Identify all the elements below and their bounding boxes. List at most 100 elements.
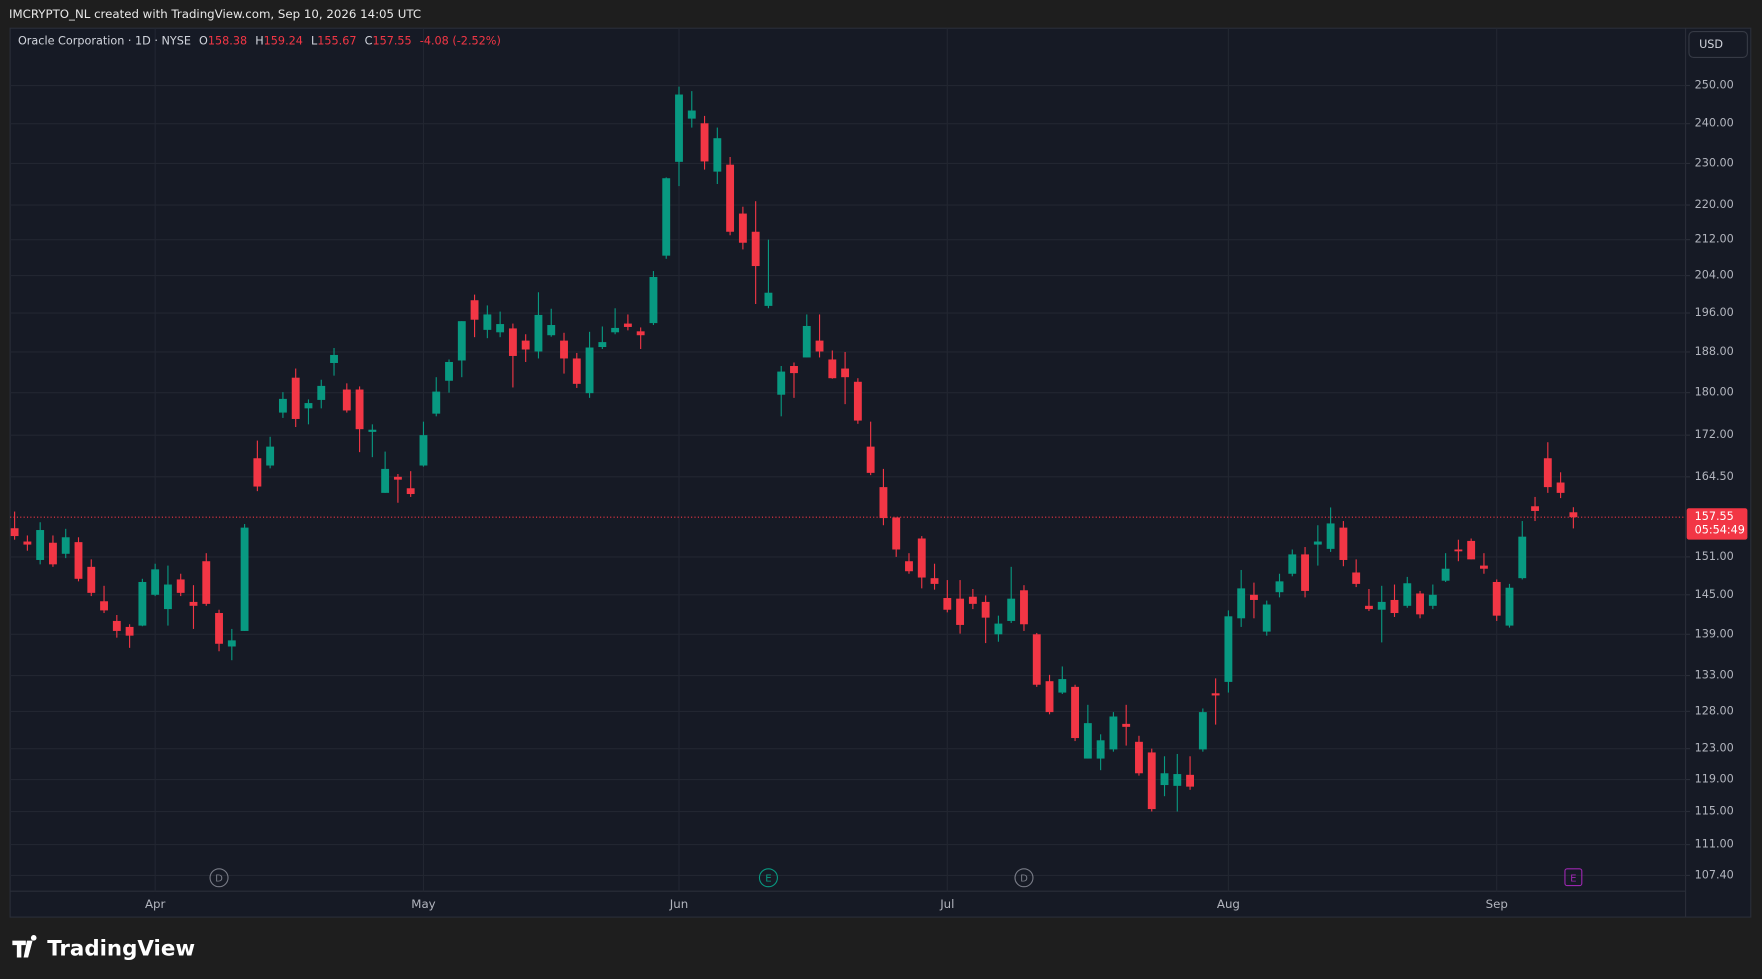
candle-body: [828, 359, 837, 379]
logo: TradingView: [12, 935, 195, 962]
candle-body: [240, 527, 249, 631]
candle-body: [317, 385, 326, 400]
candle-body: [726, 164, 735, 232]
candle-body: [419, 435, 428, 466]
y-tick-label: 164.50: [1695, 470, 1734, 483]
event-badge: [1014, 868, 1034, 888]
candle-body: [981, 601, 990, 618]
x-tick-label: May: [411, 897, 435, 911]
y-tick-label: 204.00: [1695, 269, 1734, 282]
x-tick-label: Jul: [939, 897, 954, 911]
candle-body: [23, 541, 32, 545]
candle-body: [675, 94, 683, 162]
candle-body: [1071, 686, 1080, 739]
candle-body: [751, 231, 760, 267]
candle-body: [1020, 590, 1028, 625]
y-tick-label: 250.00: [1695, 79, 1734, 92]
event-label: D: [215, 873, 223, 884]
y-tick-label: 139.00: [1695, 627, 1734, 640]
candle-body: [1480, 565, 1488, 569]
candle-body: [1441, 568, 1450, 581]
candle-body: [1416, 593, 1424, 615]
candle-body: [1403, 583, 1412, 606]
candle-body: [1198, 712, 1207, 750]
ohlc-value: 158.38: [208, 35, 247, 48]
candle-body: [1569, 512, 1578, 518]
candle-body: [687, 110, 696, 119]
candle-body: [483, 314, 492, 330]
candle-body: [815, 340, 824, 352]
currency-button[interactable]: USD: [1688, 31, 1748, 58]
candle-body: [1275, 581, 1284, 593]
last-price-tag: [1686, 508, 1748, 540]
y-tick-label: 188.00: [1695, 345, 1734, 358]
event-badge: [1564, 868, 1583, 887]
candle-body: [432, 391, 441, 414]
ohlc-value: 157.55: [372, 35, 411, 48]
candle-body: [853, 381, 862, 421]
candle-body: [764, 292, 773, 306]
candle-body: [1390, 599, 1399, 614]
candle-body: [1518, 536, 1527, 579]
candle-body: [1083, 723, 1092, 759]
candle-body: [330, 354, 338, 363]
candle-body: [1313, 541, 1322, 545]
candle-body: [457, 321, 466, 361]
countdown: 05:54:49: [1695, 524, 1745, 537]
ohlc-label: C: [365, 35, 373, 48]
candle-body: [1288, 554, 1297, 574]
candle-body: [636, 331, 645, 336]
currency-label[interactable]: USD: [1699, 38, 1723, 51]
candle-body: [1160, 773, 1169, 786]
candle-body: [930, 578, 939, 584]
candle-body: [1505, 587, 1514, 626]
candle-body: [892, 517, 901, 550]
ohlc-label: H: [255, 35, 263, 48]
candle-body: [1262, 604, 1271, 632]
candle-body: [100, 601, 108, 611]
candle-body: [738, 213, 747, 243]
candle-body: [879, 487, 888, 519]
candle-body: [956, 598, 965, 625]
candle-body: [1377, 601, 1386, 610]
candle-body: [36, 530, 45, 560]
currency-button-frame[interactable]: [1688, 31, 1748, 58]
candle-body: [189, 601, 198, 606]
ohlc-value: 155.67: [317, 35, 356, 48]
candle-body: [1428, 594, 1437, 606]
change: -4.08 (-2.52%): [420, 35, 501, 48]
candle-body: [598, 342, 607, 348]
candle-body: [1365, 605, 1373, 610]
candle-body: [10, 528, 19, 537]
candle-body: [802, 325, 811, 358]
candle-body: [49, 542, 57, 565]
candle-body: [1147, 752, 1156, 810]
y-tick-label: 123.00: [1695, 742, 1734, 755]
candle-body: [87, 566, 96, 593]
candle-body: [917, 538, 926, 578]
candle-body: [560, 340, 568, 359]
candle-body: [227, 640, 236, 647]
candle-body: [496, 324, 505, 333]
candle-body: [1007, 598, 1016, 621]
event-badge: [209, 868, 229, 888]
candle-body: [151, 569, 160, 595]
candle-body: [61, 537, 70, 554]
y-tick-label: 151.00: [1695, 550, 1734, 563]
candle-body: [623, 323, 632, 327]
candle-body: [1122, 723, 1131, 727]
candle-body: [1224, 616, 1233, 682]
candle-body: [74, 542, 83, 579]
ohlc-label: O: [199, 35, 208, 48]
x-tick-label: Aug: [1217, 897, 1240, 911]
y-tick-label: 145.00: [1695, 588, 1734, 601]
candle-body: [968, 596, 977, 604]
candle-body: [534, 314, 543, 352]
symbol: Oracle Corporation · 1D · NYSE: [18, 35, 191, 48]
candle-body: [649, 276, 658, 324]
event-label: E: [1570, 873, 1576, 884]
candle-body: [700, 123, 709, 162]
